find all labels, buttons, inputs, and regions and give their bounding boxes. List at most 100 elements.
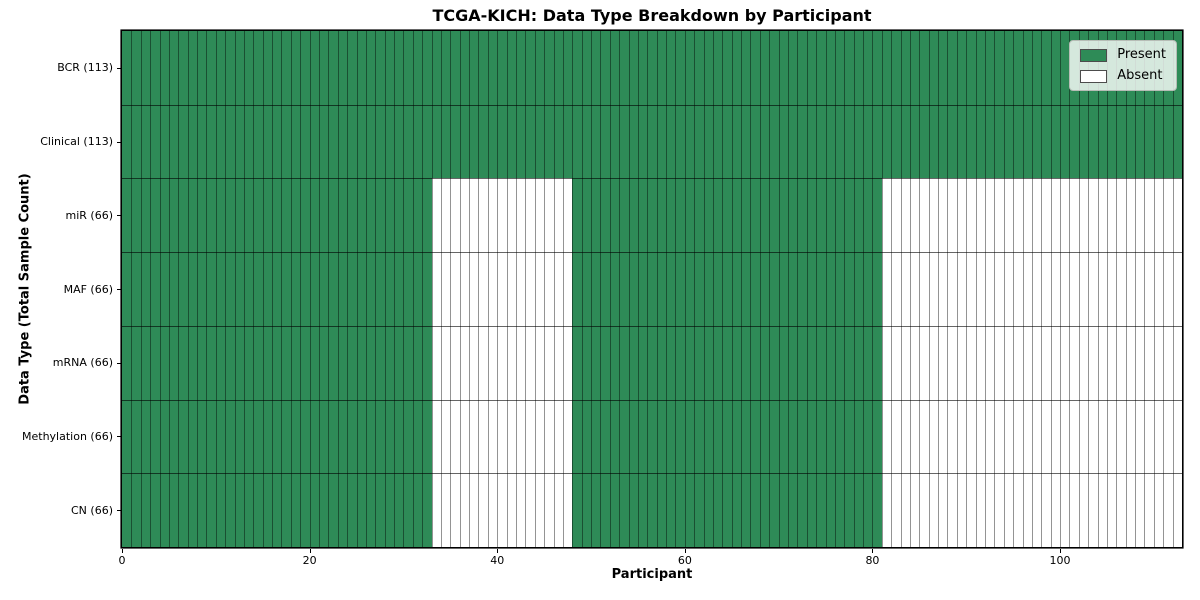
cell-edge-line: [619, 31, 621, 547]
cell-edge-line: [788, 31, 790, 547]
x-tick-label: 60: [677, 554, 692, 567]
cell-edge-line: [553, 31, 555, 547]
x-tick-mark: [872, 549, 874, 553]
cell-edge-line: [853, 31, 855, 547]
cell-edge-line: [281, 31, 283, 547]
cell-edge-line: [515, 31, 517, 547]
heatmap-segment-present: [572, 399, 882, 474]
cell-edge-line: [750, 31, 752, 547]
cell-edge-line: [947, 31, 949, 547]
cell-edge-line: [628, 31, 630, 547]
cell-edge-line: [694, 31, 696, 547]
cell-edge-line: [375, 31, 377, 547]
cell-edge-line: [1172, 31, 1174, 547]
cell-edge-line: [337, 31, 339, 547]
cell-edge-line: [318, 31, 320, 547]
cell-edge-line: [1013, 31, 1015, 547]
cell-edge-line: [863, 31, 865, 547]
y-tick-mark: [117, 289, 121, 290]
x-axis-label: Participant: [611, 567, 693, 582]
cell-edge-line: [197, 31, 199, 547]
cell-edge-line: [609, 31, 611, 547]
heatmap-segment-present: [122, 473, 432, 547]
cell-edge-line: [525, 31, 527, 547]
cell-edge-line: [825, 31, 827, 547]
cell-edge-line: [431, 31, 433, 547]
cell-edge-line: [544, 31, 546, 547]
y-tick-label: Clinical (113): [40, 135, 113, 149]
heatmap-row: [122, 104, 1182, 179]
cell-edge-line: [1125, 31, 1127, 547]
cell-edge-line: [487, 31, 489, 547]
cell-edge-line: [150, 31, 152, 547]
x-tick-mark: [122, 549, 123, 553]
cell-edge-line: [365, 31, 367, 547]
heatmap-segment-present: [122, 178, 432, 253]
cell-edge-line: [1153, 31, 1155, 547]
y-tick-label: miR (66): [65, 208, 114, 222]
cell-edge-line: [985, 31, 986, 547]
cell-edge-line: [1116, 31, 1118, 547]
cell-edge-line: [1050, 31, 1052, 547]
y-tick-mark: [117, 141, 121, 143]
row-separator-line: [122, 473, 1182, 475]
heatmap-segment-present: [122, 252, 432, 326]
heatmap-row: [122, 325, 1182, 400]
row-separator-line: [122, 325, 1182, 327]
legend-label: Absent: [1117, 68, 1163, 83]
cell-edge-line: [656, 31, 658, 547]
cell-edge-line: [675, 31, 677, 547]
row-separator-line: [122, 252, 1182, 254]
cell-edge-line: [253, 31, 255, 547]
x-tick-label: 80: [865, 554, 880, 567]
heatmap-row: [122, 399, 1182, 474]
cell-edge-line: [534, 31, 536, 547]
heatmap-segment-absent: [881, 252, 1182, 326]
cell-edge-line: [384, 31, 386, 547]
y-tick-label: mRNA (66): [52, 356, 113, 370]
cell-edge-line: [272, 31, 274, 547]
cell-edge-line: [300, 31, 302, 547]
chart-title: TCGA-KICH: Data Type Breakdown by Partic…: [432, 6, 872, 25]
cell-edge-line: [187, 31, 189, 547]
heatmap-segment-absent: [431, 399, 573, 474]
cell-edge-line: [1003, 31, 1005, 547]
cell-edge-line: [975, 31, 977, 547]
cell-edge-line: [497, 31, 499, 547]
cell-edge-line: [703, 31, 705, 547]
cell-edge-line: [956, 31, 958, 547]
cell-edge-line: [159, 31, 161, 547]
cell-edge-line: [394, 31, 396, 547]
heatmap-row: [122, 178, 1182, 253]
heatmap-segment-absent: [431, 252, 573, 326]
legend-swatch-present: [1080, 48, 1108, 62]
cell-edge-line: [741, 31, 743, 547]
cell-edge-line: [1031, 31, 1033, 547]
y-tick-mark: [117, 510, 121, 512]
cell-edge-line: [1144, 31, 1146, 547]
cell-edge-line: [1088, 31, 1090, 547]
cell-edge-line: [722, 31, 724, 547]
x-tick-label: 40: [490, 554, 505, 567]
cell-edge-line: [778, 31, 780, 547]
cell-edge-line: [478, 31, 480, 547]
heatmap-segment-present: [572, 252, 882, 326]
cell-edge-line: [966, 31, 968, 547]
cell-edge-line: [215, 31, 217, 547]
cell-edge-line: [309, 31, 311, 547]
heatmap-segment-absent: [431, 178, 573, 253]
cell-edge-line: [1135, 31, 1137, 547]
cell-edge-line: [684, 31, 686, 547]
cell-edge-line: [206, 31, 208, 547]
row-separator-line: [122, 399, 1182, 401]
cell-edge-line: [403, 31, 405, 547]
cell-edge-line: [834, 31, 836, 547]
cell-edge-line: [422, 31, 424, 547]
cell-edge-line: [1097, 31, 1099, 547]
cell-edge-line: [225, 31, 227, 547]
cell-edge-line: [891, 31, 893, 547]
cell-edge-line: [572, 31, 574, 547]
cell-edge-line: [759, 31, 761, 547]
y-tick-mark: [117, 215, 121, 217]
cell-edge-line: [469, 31, 471, 547]
